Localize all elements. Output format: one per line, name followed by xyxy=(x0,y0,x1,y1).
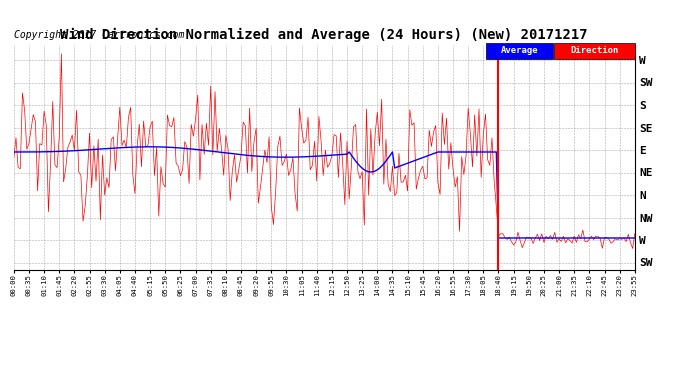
Text: Copyright 2017 Cartronics.com: Copyright 2017 Cartronics.com xyxy=(14,30,184,40)
Title: Wind Direction Normalized and Average (24 Hours) (New) 20171217: Wind Direction Normalized and Average (2… xyxy=(61,27,588,42)
